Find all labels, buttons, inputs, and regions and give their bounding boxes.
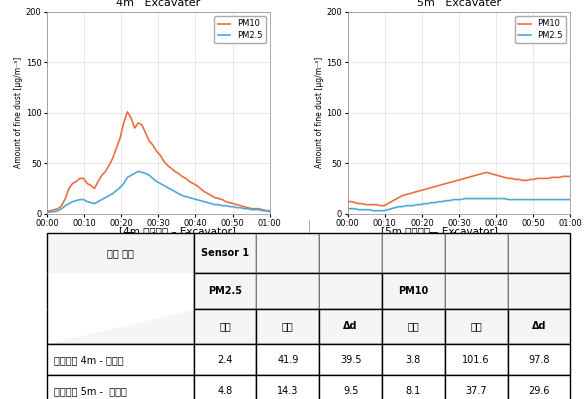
Y-axis label: Amount of fine dust [μg/m⁻³]: Amount of fine dust [μg/m⁻³] xyxy=(315,57,323,168)
Title: 5m   Excavater: 5m Excavater xyxy=(417,0,501,8)
X-axis label: Time [mm:ss]: Time [mm:ss] xyxy=(128,231,189,240)
Text: [4m 이격거리 – Excavator]: [4m 이격거리 – Excavator] xyxy=(119,226,236,236)
Text: [5m 이거거리 – Excavator]: [5m 이거거리 – Excavator] xyxy=(381,226,498,236)
Legend: PM10, PM2.5: PM10, PM2.5 xyxy=(515,16,566,43)
Y-axis label: Amount of fine dust [μg/m⁻³]: Amount of fine dust [μg/m⁻³] xyxy=(14,57,23,168)
Legend: PM10, PM2.5: PM10, PM2.5 xyxy=(214,16,266,43)
Title: 4m   Excavater: 4m Excavater xyxy=(116,0,201,8)
X-axis label: Time [mm:ss]: Time [mm:ss] xyxy=(428,231,490,240)
